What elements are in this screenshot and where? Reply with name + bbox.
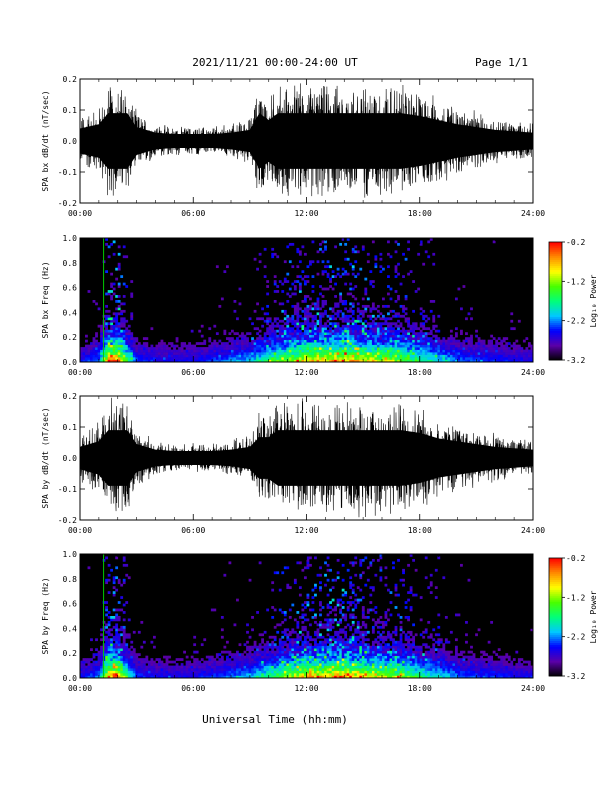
- x-tick-label: 00:00: [68, 209, 92, 218]
- y-tick-label: 0.6: [63, 600, 78, 609]
- x-tick-label: 24:00: [521, 209, 545, 218]
- colorbar: -0.2 -1.2 -2.2 -3.2 Log₁₀ Power: [548, 238, 598, 365]
- y-tick-label: 0.1: [63, 106, 78, 115]
- y-tick-label: 1.0: [63, 234, 78, 243]
- x-tick-label: 24:00: [521, 368, 545, 377]
- x-tick-label: 18:00: [408, 368, 432, 377]
- x-tick-label: 00:00: [68, 684, 92, 693]
- panels: -0.2 -0.1 0.0 0.1 0.2 00:00 06:00 12:00 18:00 24:…: [41, 75, 598, 693]
- x-tick-label: 18:00: [408, 684, 432, 693]
- colorbar-label: Log₁₀ Power: [589, 590, 598, 643]
- x-tick-label: 12:00: [294, 526, 318, 535]
- x-tick-label: 24:00: [521, 526, 545, 535]
- colorbar: -0.2 -1.2 -2.2 -3.2 Log₁₀ Power: [548, 554, 598, 681]
- x-tick-label: 12:00: [294, 209, 318, 218]
- x-tick-label: 06:00: [181, 209, 205, 218]
- y-axis-label: SPA by dB/dt (nT/sec): [41, 407, 50, 508]
- y-tick-label: 0.0: [63, 674, 78, 683]
- y-tick-label: 0.1: [63, 423, 78, 432]
- y-tick-label: 0.0: [63, 137, 78, 146]
- y-tick-label: 0.0: [63, 454, 78, 463]
- panel-4: -0.2 -1.2 -2.2 -3.2 Log₁₀ Power 0.0 0.2 0.4 0.6 0…: [41, 550, 598, 693]
- x-axis-label: Universal Time (hh:mm): [202, 713, 348, 726]
- y-axis-label: SPA by Freq (Hz): [41, 577, 50, 654]
- colorbar-tick-label: -2.2: [566, 317, 585, 326]
- y-tick-label: -0.1: [58, 168, 77, 177]
- x-tick-label: 00:00: [68, 368, 92, 377]
- y-tick-label: 1.0: [63, 550, 78, 559]
- y-tick-label: 0.0: [63, 358, 78, 367]
- colorbar-tick-label: -1.2: [566, 593, 585, 602]
- y-tick-label: 0.4: [63, 624, 78, 633]
- y-tick-label: 0.2: [63, 75, 78, 84]
- y-tick-label: 0.4: [63, 308, 78, 317]
- y-axis-label: SPA bx dB/dt (nT/sec): [41, 90, 50, 191]
- y-tick-label: 0.2: [63, 392, 78, 401]
- y-tick-label: 0.2: [63, 649, 78, 658]
- y-tick-label: 0.8: [63, 575, 78, 584]
- series-core: [80, 430, 533, 486]
- colorbar-tick-label: -0.2: [566, 238, 585, 247]
- panel-2: -0.2 -1.2 -2.2 -3.2 Log₁₀ Power 0.0 0.2 0.4 0.6 0…: [41, 234, 598, 377]
- x-tick-label: 06:00: [181, 684, 205, 693]
- x-tick-label: 12:00: [294, 368, 318, 377]
- colorbar-tick-label: -3.2: [566, 672, 585, 681]
- colorbar-label: Log₁₀ Power: [589, 274, 598, 327]
- panel-1: -0.2 -0.1 0.0 0.1 0.2 00:00 06:00 12:00 18:00 24:…: [41, 75, 545, 218]
- y-tick-label: -0.2: [58, 199, 77, 208]
- colorbar-tick-label: -1.2: [566, 277, 585, 286]
- y-tick-label: 0.2: [63, 333, 78, 342]
- x-tick-label: 00:00: [68, 526, 92, 535]
- panel-3: -0.2 -0.1 0.0 0.1 0.2 00:00 06:00 12:00 18:00 24:…: [41, 392, 545, 535]
- series-core: [80, 113, 533, 169]
- colorbar-tick-label: -0.2: [566, 554, 585, 563]
- colorbar-tick-label: -2.2: [566, 633, 585, 642]
- colorbar-frame: [548, 241, 563, 361]
- y-tick-label: -0.1: [58, 485, 77, 494]
- x-tick-label: 12:00: [294, 684, 318, 693]
- date-range-title: 2021/11/21 00:00-24:00 UT: [192, 56, 358, 69]
- x-tick-label: 18:00: [408, 526, 432, 535]
- x-tick-label: 18:00: [408, 209, 432, 218]
- page-indicator: Page 1/1: [475, 56, 528, 69]
- x-tick-label: 06:00: [181, 526, 205, 535]
- y-tick-label: -0.2: [58, 516, 77, 525]
- y-tick-label: 0.6: [63, 284, 78, 293]
- x-tick-label: 06:00: [181, 368, 205, 377]
- colorbar-frame: [548, 557, 563, 677]
- spectrogram-cells: [80, 554, 533, 678]
- spectrogram-cells: [80, 238, 533, 362]
- colorbar-tick-label: -3.2: [566, 356, 585, 365]
- y-axis-label: SPA bx Freq (Hz): [41, 261, 50, 338]
- x-tick-label: 24:00: [521, 684, 545, 693]
- y-tick-label: 0.8: [63, 259, 78, 268]
